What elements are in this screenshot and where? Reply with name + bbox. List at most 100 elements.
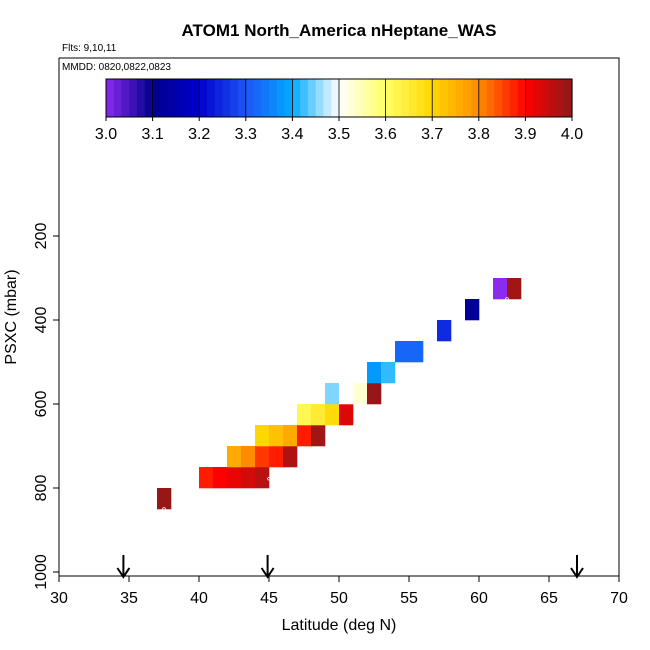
dates-label: MMDD: 0820,0822,0823 <box>62 62 171 73</box>
colorbar-segment <box>307 79 317 117</box>
colorbar-segment <box>502 79 511 117</box>
colorbar-segment <box>214 79 224 117</box>
colorbar-tick-label: 3.4 <box>281 126 303 143</box>
heatmap-cell <box>241 446 256 468</box>
heatmap-cell <box>381 362 396 384</box>
flights-label: Flts: 9,10,11 <box>62 43 117 54</box>
colorbar-segment <box>424 79 433 117</box>
heatmap-cell <box>367 383 382 405</box>
heatmap-cells <box>157 278 522 510</box>
colorbar-segment <box>393 79 402 117</box>
colorbar-segment <box>183 79 193 117</box>
heatmap-cell <box>311 425 326 447</box>
heatmap-cell <box>297 425 312 447</box>
colorbar-segment <box>471 79 480 117</box>
colorbar-segment <box>323 79 332 117</box>
heatmap-cell <box>325 383 340 405</box>
colorbar-segment <box>245 79 255 117</box>
chart-title: ATOM1 North_America nHeptane_WAS <box>182 21 497 40</box>
x-axis: 30 35 40 45 50 55 60 65 70 <box>50 576 628 607</box>
heatmap-cell <box>367 362 382 384</box>
colorbar-segment <box>331 79 340 117</box>
colorbar-segment <box>315 79 325 117</box>
y-axis: 200 400 600 800 1000 <box>33 223 59 590</box>
colorbar-segment <box>129 79 138 117</box>
colorbar-segment <box>564 79 573 117</box>
latitude-arrows <box>116 555 584 579</box>
colorbar-segment <box>540 79 550 117</box>
colorbar-tick-label: 4.0 <box>561 126 583 143</box>
heatmap-cell <box>283 446 298 468</box>
heatmap-cell <box>227 446 242 468</box>
colorbar-segment <box>199 79 208 117</box>
colorbar-segment <box>121 79 130 117</box>
data-point-marker <box>162 507 166 511</box>
heatmap-cell <box>437 320 452 342</box>
colorbar-segment <box>113 79 123 117</box>
heatmap-cell <box>157 488 172 510</box>
colorbar-segment <box>548 79 558 117</box>
heatmap-cell <box>395 341 410 363</box>
heatmap-cell <box>353 383 368 405</box>
heatmap-cell <box>283 425 298 447</box>
heatmap-cell <box>255 446 270 468</box>
colorbar-segment <box>276 79 286 117</box>
y-tick-label: 200 <box>33 223 50 250</box>
colorbar-segment <box>238 79 247 117</box>
x-tick-label: 55 <box>400 590 418 607</box>
x-tick-label: 30 <box>50 590 68 607</box>
y-tick-label: 800 <box>33 475 50 502</box>
x-tick-label: 45 <box>260 590 278 607</box>
colorbar-segment <box>517 79 526 117</box>
heatmap-cell <box>297 404 312 426</box>
heatmap-cell <box>241 467 256 489</box>
colorbar-segment <box>447 79 457 117</box>
y-tick-label: 1000 <box>33 554 50 590</box>
down-arrow-icon <box>570 555 584 579</box>
heatmap-cell <box>199 467 214 489</box>
colorbar-segment <box>370 79 379 117</box>
colorbar-frame <box>105 78 573 118</box>
x-tick-label: 50 <box>330 590 348 607</box>
colorbar-tick-label: 3.0 <box>95 126 117 143</box>
colorbar-tick-label: 3.7 <box>421 126 443 143</box>
colorbar-segment <box>269 79 278 117</box>
colorbar-segment <box>432 79 441 117</box>
colorbar-segment <box>385 79 394 117</box>
x-tick-label: 65 <box>540 590 558 607</box>
down-arrow-icon <box>260 555 275 579</box>
colorbar-segment <box>416 79 426 117</box>
colorbar-segment <box>346 79 356 117</box>
colorbar-tick-label: 3.1 <box>141 126 163 143</box>
heatmap-cell <box>255 467 270 489</box>
colorbar-segment <box>144 79 154 117</box>
colorbar-tick-label: 3.8 <box>468 126 490 143</box>
x-tick-label: 40 <box>190 590 208 607</box>
colorbar-segment <box>152 79 161 117</box>
colorbar-segment <box>206 79 216 117</box>
heatmap-cell <box>269 446 284 468</box>
data-point-marker <box>505 297 509 301</box>
colorbar-segment <box>230 79 239 117</box>
colorbar-segment <box>339 79 348 117</box>
colorbar-segment <box>354 79 363 117</box>
colorbar-segment <box>261 79 270 117</box>
colorbar-segment <box>253 79 262 117</box>
down-arrow-icon <box>116 555 131 579</box>
heatmap-cell <box>213 467 228 489</box>
colorbar: 3.0 3.1 3.2 3.3 3.4 3.5 3.6 3.7 3.8 3.9 4.0 <box>95 78 583 143</box>
heatmap-cell <box>409 341 424 363</box>
colorbar-segment <box>401 79 410 117</box>
heatmap-cell <box>255 425 270 447</box>
heatmap-cell <box>339 404 354 426</box>
heatmap-cell <box>465 299 480 321</box>
heatmap-cell <box>269 425 284 447</box>
heatmap-cell <box>339 383 354 405</box>
colorbar-segment <box>455 79 464 117</box>
colorbar-segment <box>533 79 542 117</box>
colorbar-tick-label: 3.3 <box>235 126 257 143</box>
data-point-marker <box>516 300 520 305</box>
colorbar-segment <box>439 79 449 117</box>
colorbar-segment <box>292 79 301 117</box>
